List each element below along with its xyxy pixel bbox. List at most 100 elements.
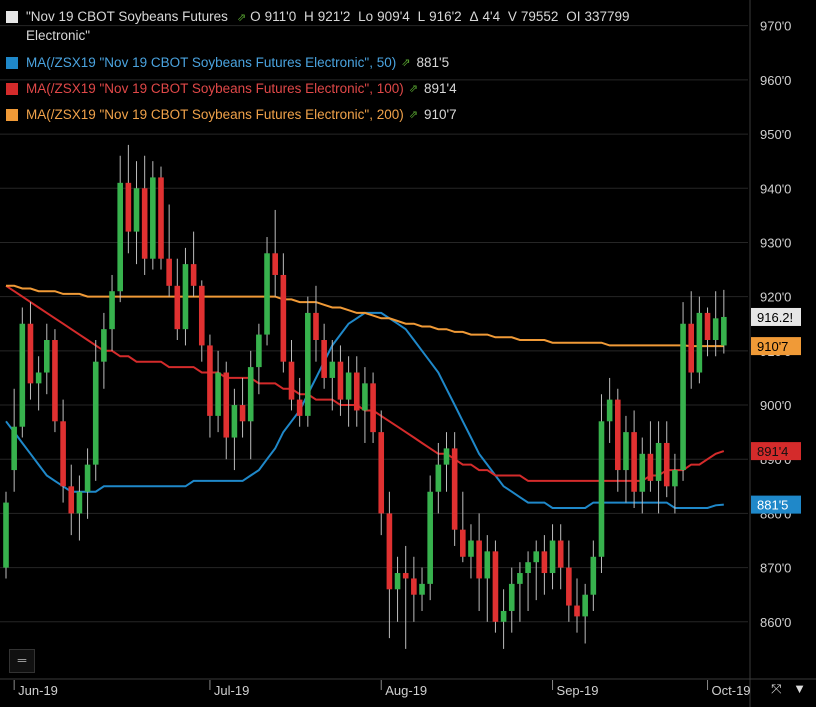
badge-text: 891'4	[757, 444, 788, 459]
ma100-swatch	[6, 83, 18, 95]
x-tick-label: Jun-19	[18, 683, 58, 698]
candle-body	[166, 258, 172, 286]
open-label: O	[250, 9, 261, 24]
candle-body	[223, 372, 230, 438]
candle-body	[508, 583, 515, 611]
badge-bg	[751, 307, 801, 326]
candle-body	[84, 464, 91, 492]
legend-ma-100[interactable]: MA(/ZSX19 "Nov 19 CBOT Soybeans Futures …	[6, 80, 706, 98]
chevron-down-icon[interactable]: ▼	[793, 681, 806, 696]
candle-up	[508, 567, 515, 633]
zoom-icon[interactable]: ⤧	[771, 681, 782, 696]
candle-body	[190, 264, 197, 286]
oi-value: 337799	[584, 9, 630, 24]
candle-body	[451, 448, 458, 530]
ma100-label: MA(/ZSX19 "Nov 19 CBOT Soybeans Futures …	[26, 81, 404, 96]
candle-body	[43, 340, 50, 373]
candle-down	[574, 578, 580, 633]
candle-body	[239, 405, 246, 422]
candle-down	[321, 323, 327, 389]
ma50-label: MA(/ZSX19 "Nov 19 CBOT Soybeans Futures …	[26, 55, 397, 70]
candle-body	[182, 264, 189, 330]
candle-body	[288, 361, 295, 400]
candle-body	[557, 540, 564, 568]
volume-value: 79552	[520, 9, 559, 24]
candle-body	[174, 285, 181, 330]
candle-down	[557, 524, 564, 590]
volume-label: V	[507, 9, 517, 24]
candle-body	[680, 323, 686, 471]
change-value: 4'4	[482, 9, 501, 24]
candle-body	[68, 486, 75, 514]
y-tick-label: 920'0	[760, 290, 791, 305]
oi-label: OI	[566, 9, 581, 24]
candle-body	[27, 323, 34, 384]
candle-up	[345, 356, 352, 427]
candle-body	[321, 340, 327, 378]
x-tick-label: Oct-19	[712, 683, 751, 698]
time-axis[interactable]: Jun-19 Jul-19 Aug-19 Sep-19 Oct-19	[13, 680, 751, 698]
candle-down	[492, 540, 499, 633]
candle-body	[215, 372, 221, 416]
candle-down	[239, 377, 246, 438]
candle-body	[721, 316, 727, 346]
candle-body	[109, 291, 115, 330]
candle-body	[19, 323, 26, 427]
candle-up	[484, 535, 491, 622]
candle-body	[411, 578, 417, 595]
legend-main-symbol[interactable]: "Nov 19 CBOT Soybeans Futures ⇗ O 911'0 H 92…	[6, 8, 706, 45]
candle-up	[76, 475, 83, 541]
candle-body	[427, 491, 433, 584]
candle-body	[688, 323, 695, 373]
badge-bg	[751, 495, 801, 514]
candle-down	[60, 399, 66, 503]
candle-body	[76, 491, 83, 514]
candle-body	[541, 551, 548, 574]
candle-body	[256, 334, 262, 368]
candle-up	[84, 448, 91, 519]
last-value: 916'2	[429, 9, 462, 24]
candlestick-series	[3, 144, 727, 649]
candle-up	[582, 583, 588, 644]
candle-body	[35, 372, 42, 384]
candle-up	[721, 289, 727, 354]
candle-body	[696, 312, 703, 373]
candle-down	[223, 361, 230, 460]
candle-body	[125, 182, 132, 232]
trend-icon: ⇗	[408, 109, 418, 121]
candle-down	[647, 421, 654, 492]
candle-body	[582, 594, 588, 617]
candle-body	[337, 361, 344, 400]
candle-down	[288, 340, 295, 411]
scroll-toggle-button[interactable]: ═	[9, 649, 35, 673]
y-tick-label: 940'0	[760, 181, 791, 196]
ma50-value: 881'5	[416, 55, 450, 70]
candle-up	[468, 524, 474, 579]
low-label: Lo	[358, 9, 374, 24]
candle-body	[353, 372, 360, 411]
candle-body	[549, 540, 556, 574]
candle-body	[517, 573, 523, 584]
candle-up	[109, 274, 115, 351]
y-tick-label: 970'0	[760, 19, 791, 34]
candle-down	[370, 372, 376, 443]
candle-body	[11, 426, 17, 471]
trend-icon: ⇗	[408, 83, 418, 95]
ma200-swatch	[6, 109, 18, 121]
price-badge-ma200: 910'7	[751, 337, 801, 356]
candle-up	[655, 421, 662, 514]
badge-bg	[751, 337, 801, 356]
candle-body	[419, 583, 425, 595]
candle-up	[19, 307, 26, 438]
candle-body	[264, 253, 270, 335]
legend-ma-200[interactable]: MA(/ZSX19 "Nov 19 CBOT Soybeans Futures …	[6, 106, 706, 124]
candle-down	[272, 209, 278, 297]
candle-down	[198, 280, 205, 362]
price-badge-last: 916.2!	[751, 307, 801, 326]
candle-body	[313, 312, 319, 340]
candle-down	[280, 253, 287, 373]
legend-ma-50[interactable]: MA(/ZSX19 "Nov 19 CBOT Soybeans Futures …	[6, 54, 706, 72]
candle-body	[647, 453, 654, 481]
candle-up	[150, 161, 156, 270]
